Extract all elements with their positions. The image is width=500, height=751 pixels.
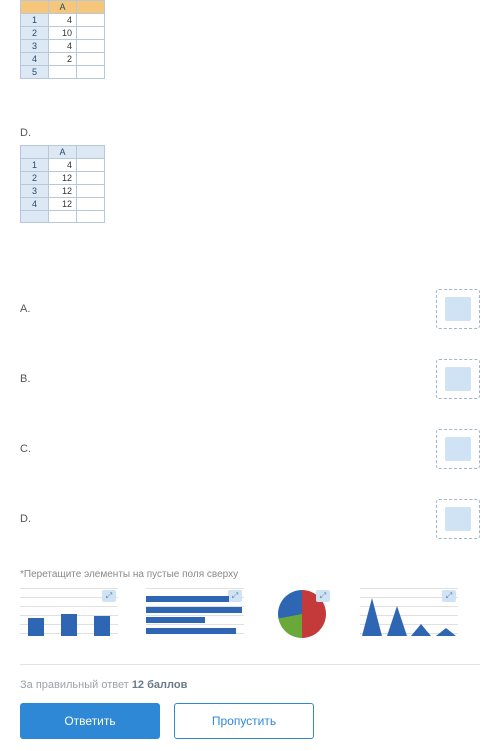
hbar — [146, 628, 236, 634]
col-header: A — [49, 1, 77, 14]
expand-icon: ⤢ — [316, 590, 330, 602]
drop-target-c[interactable] — [436, 429, 480, 469]
drag-items-row: ⤢ ⤢ ⤢ ⤢ — [20, 588, 480, 640]
points-prefix: За правильный ответ — [20, 679, 132, 691]
peak — [362, 598, 382, 636]
drop-inner — [445, 367, 471, 391]
skip-button[interactable]: Пропустить — [174, 703, 314, 739]
drag-item-hbarchart[interactable]: ⤢ — [146, 588, 244, 640]
separator — [20, 664, 480, 665]
drag-item-areachart[interactable]: ⤢ — [360, 588, 458, 640]
option-d-label: D. — [20, 127, 480, 139]
drop-target-b[interactable] — [436, 359, 480, 399]
drop-inner — [445, 437, 471, 461]
button-row: Ответить Пропустить — [20, 703, 480, 739]
answer-button[interactable]: Ответить — [20, 703, 160, 739]
drag-hint: *Перетащите элементы на пустые поля свер… — [20, 569, 480, 580]
drop-label: A. — [20, 303, 30, 315]
points-value: 12 баллов — [132, 679, 188, 691]
drag-item-barchart[interactable]: ⤢ — [20, 588, 118, 640]
drop-inner — [445, 507, 471, 531]
peak — [436, 628, 456, 636]
drop-row-c: C. — [20, 429, 480, 469]
peak — [411, 624, 431, 636]
spreadsheet-table-1: A 14 210 34 42 5 — [20, 0, 105, 79]
bar — [94, 616, 110, 636]
drop-label: D. — [20, 513, 31, 525]
hbar — [146, 596, 229, 602]
drop-target-d[interactable] — [436, 499, 480, 539]
hbar — [146, 617, 205, 623]
drop-inner — [445, 297, 471, 321]
hbar — [146, 607, 242, 613]
drag-item-piechart[interactable]: ⤢ — [272, 588, 332, 640]
peak — [387, 606, 407, 636]
drop-row-b: B. — [20, 359, 480, 399]
bar — [28, 618, 44, 636]
corner-cell — [21, 1, 49, 14]
bar — [61, 614, 77, 636]
drop-label: B. — [20, 373, 30, 385]
drop-row-d: D. — [20, 499, 480, 539]
col-header: A — [49, 146, 77, 159]
drop-row-a: A. — [20, 289, 480, 329]
col-header-b — [77, 1, 105, 14]
spreadsheet-table-2: A 14 212 312 412 — [20, 145, 105, 223]
corner-cell — [21, 146, 49, 159]
drop-target-a[interactable] — [436, 289, 480, 329]
points-text: За правильный ответ 12 баллов — [20, 679, 480, 691]
drop-label: C. — [20, 443, 31, 455]
